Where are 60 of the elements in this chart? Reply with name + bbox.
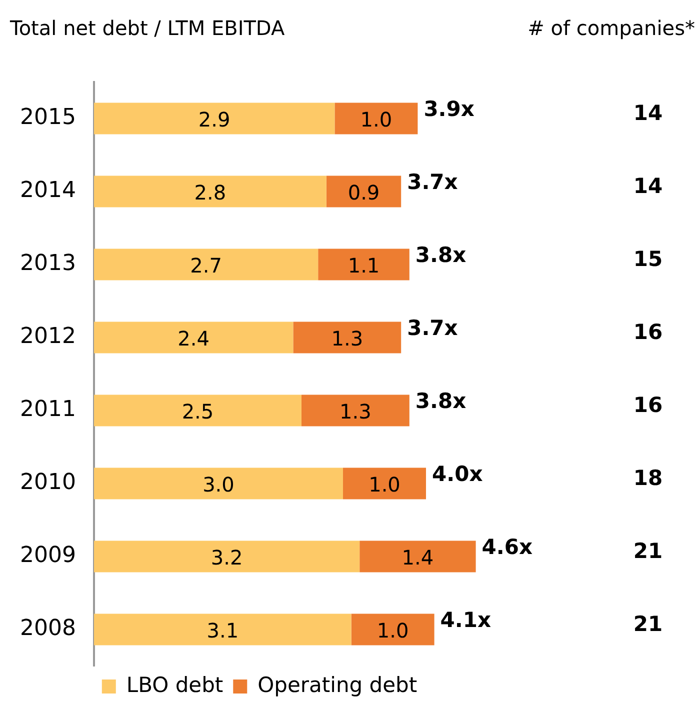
text: 18: [633, 466, 663, 490]
y-tick-label: 2012: [20, 324, 76, 350]
data-label: 2.5: [182, 400, 214, 424]
y-tick-label: 2013: [20, 251, 76, 276]
text: 15: [633, 246, 663, 271]
data-label: 1.0: [376, 618, 409, 643]
y-tick-label: 2015: [20, 105, 76, 130]
total-label: 4.6x: [482, 534, 533, 559]
text: 21: [633, 612, 663, 636]
data-label: 1.0: [368, 472, 400, 497]
y-tick-label: 2011: [20, 397, 76, 422]
y-tick-label: 2008: [20, 616, 76, 642]
data-label: 2.9: [198, 108, 230, 132]
total-label: 3.8x: [415, 388, 467, 413]
bar: [94, 614, 352, 646]
bar: [318, 248, 410, 280]
bar: [326, 176, 402, 208]
bar: [94, 176, 326, 208]
y-tick-label: 2014: [20, 178, 76, 204]
bar: [360, 540, 476, 572]
bar: [342, 468, 426, 500]
bar: [351, 614, 434, 646]
data-label: 3.1: [206, 618, 239, 643]
text: 21: [633, 538, 663, 563]
bar: [94, 102, 335, 134]
text: 14: [633, 100, 663, 125]
text: 16: [633, 320, 663, 344]
data-label: 1.0: [360, 108, 392, 132]
data-label: 2.4: [178, 326, 210, 351]
chart-title: Total net debt / LTM EBITDA: [9, 16, 285, 40]
legend-label: LBO debt: [126, 672, 224, 697]
data-label: 3.0: [202, 472, 234, 497]
bar: [94, 248, 318, 280]
data-label: 2.8: [194, 180, 226, 205]
legend-label: Operating debt: [258, 672, 418, 697]
bar: [94, 468, 343, 500]
data-label: 0.9: [348, 180, 380, 205]
total-label: 4.0x: [432, 462, 484, 486]
y-tick-label: 2009: [20, 543, 76, 568]
data-label: 2.7: [190, 254, 222, 278]
y-tick-label: 2010: [20, 470, 76, 496]
bar: [293, 322, 402, 354]
bar: [301, 394, 410, 426]
total-label: 3.8x: [415, 242, 467, 267]
total-label: 4.1x: [440, 608, 492, 632]
bar: [334, 102, 418, 134]
data-label: 3.2: [210, 546, 243, 570]
bar: [94, 322, 294, 354]
bar: [94, 394, 302, 426]
data-label: 1.3: [331, 326, 364, 351]
text: # of companies*: [528, 16, 695, 40]
data-label: 1.1: [348, 254, 380, 278]
text: 14: [633, 174, 663, 198]
data-label: 1.4: [402, 546, 434, 570]
total-label: 3.9x: [424, 96, 475, 121]
data-label: 1.3: [340, 400, 372, 424]
total-label: 3.7x: [407, 170, 458, 194]
total-label: 3.7x: [407, 316, 458, 340]
text: 16: [633, 392, 663, 417]
bar: [94, 540, 360, 572]
